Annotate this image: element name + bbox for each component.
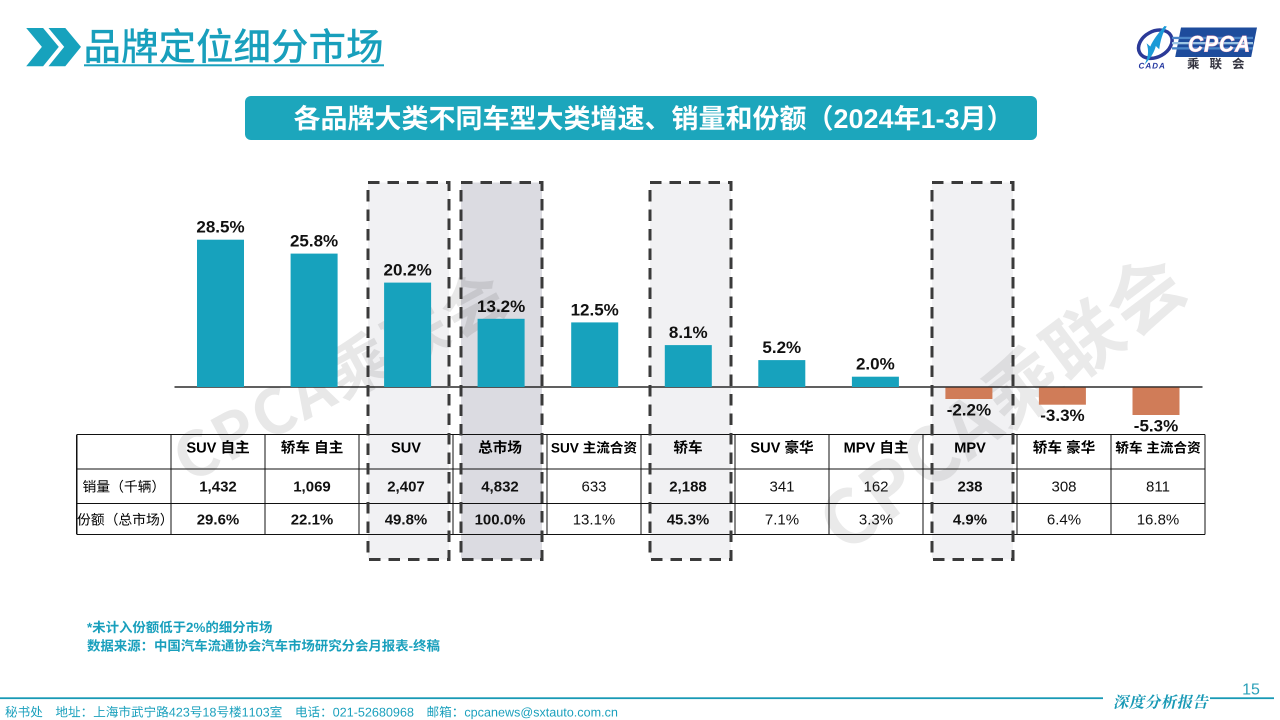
svg-text:2,407: 2,407 (387, 479, 425, 496)
svg-text:15: 15 (1242, 682, 1260, 699)
svg-text:4,832: 4,832 (481, 479, 519, 496)
svg-text:162: 162 (863, 479, 888, 496)
svg-text:12.5%: 12.5% (571, 300, 619, 319)
svg-text:238: 238 (957, 479, 982, 496)
svg-text:13.1%: 13.1% (573, 512, 616, 529)
svg-text:16.8%: 16.8% (1137, 512, 1180, 529)
svg-text:22.1%: 22.1% (291, 512, 334, 529)
svg-text:-3.3%: -3.3% (1040, 406, 1084, 425)
svg-text:49.8%: 49.8% (385, 512, 428, 529)
svg-text:45.3%: 45.3% (667, 512, 710, 529)
svg-text:3.3%: 3.3% (859, 512, 893, 529)
svg-text:308: 308 (1051, 479, 1076, 496)
svg-text:2.0%: 2.0% (856, 355, 895, 374)
svg-text:811: 811 (1146, 479, 1170, 496)
svg-text:1,432: 1,432 (199, 479, 237, 496)
svg-text:7.1%: 7.1% (765, 512, 799, 529)
svg-text:20.2%: 20.2% (383, 261, 431, 280)
svg-text:-2.2%: -2.2% (947, 401, 991, 420)
svg-text:8.1%: 8.1% (669, 323, 708, 342)
svg-text:5.2%: 5.2% (762, 338, 801, 357)
svg-text:4.9%: 4.9% (953, 512, 987, 529)
svg-text:1,069: 1,069 (293, 479, 331, 496)
svg-text:2,188: 2,188 (669, 479, 707, 496)
svg-text:341: 341 (769, 479, 794, 496)
svg-text:100.0%: 100.0% (475, 512, 526, 529)
svg-text:6.4%: 6.4% (1047, 512, 1081, 529)
svg-text:25.8%: 25.8% (290, 232, 338, 251)
svg-text:633: 633 (581, 479, 606, 496)
svg-text:28.5%: 28.5% (196, 218, 244, 237)
svg-text:13.2%: 13.2% (477, 297, 525, 316)
svg-text:29.6%: 29.6% (197, 512, 240, 529)
svg-text:-5.3%: -5.3% (1134, 417, 1178, 436)
